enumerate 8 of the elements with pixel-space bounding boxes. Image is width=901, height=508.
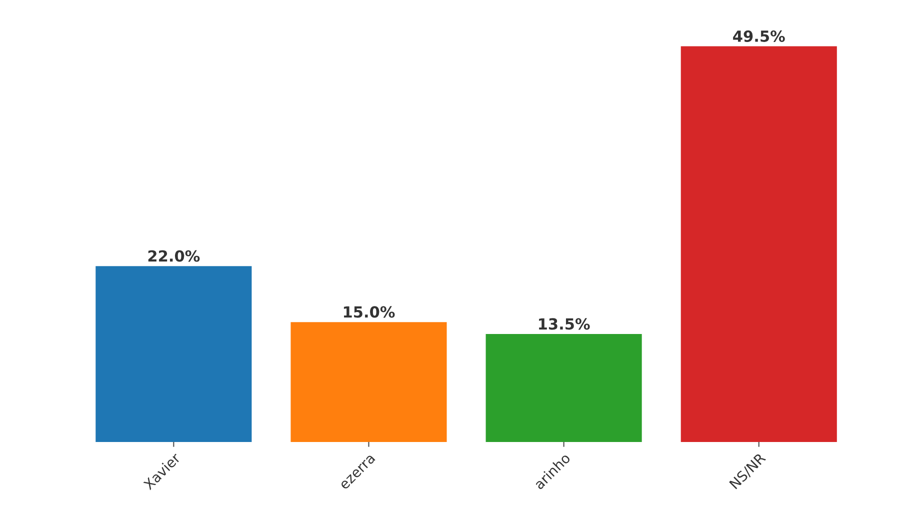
data-label: 13.5% — [539, 318, 590, 330]
data-label: 15.0% — [344, 306, 395, 318]
bar — [290, 322, 447, 442]
bar — [96, 266, 252, 442]
data-label: 49.5% — [733, 30, 785, 42]
bar — [486, 334, 642, 442]
bar — [680, 46, 837, 442]
data-label: 22.0% — [148, 250, 200, 262]
